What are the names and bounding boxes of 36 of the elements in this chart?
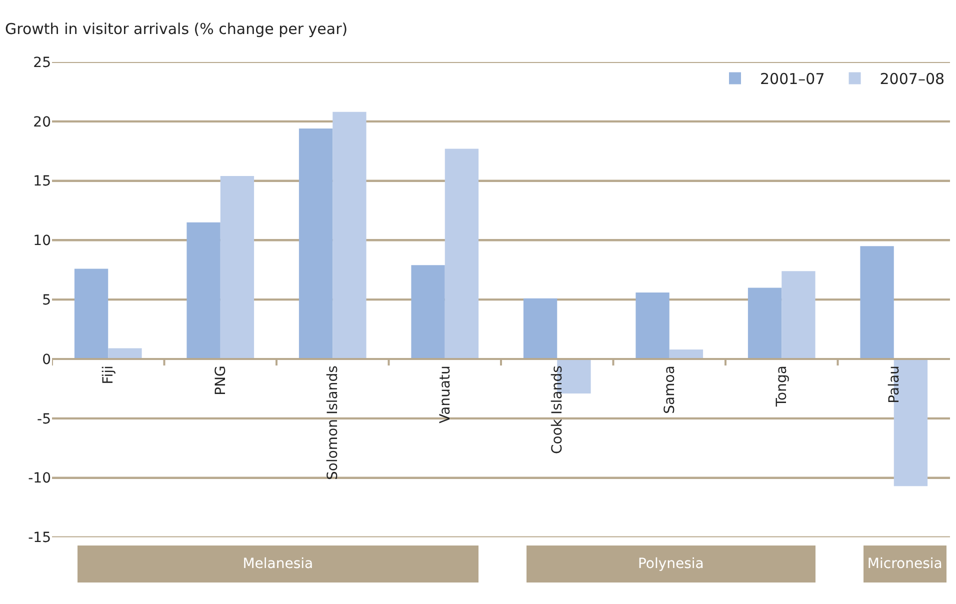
y-axis-title: Growth in visitor arrivals (% change per year) <box>5 20 348 38</box>
y-tick-label: 25 <box>33 54 51 71</box>
x-tick-label: Samoa <box>662 366 678 414</box>
bar <box>748 288 782 359</box>
y-tick-label: 15 <box>33 174 51 190</box>
bar <box>332 112 366 359</box>
y-tick-label: -5 <box>37 411 51 428</box>
x-tick-label: Vanuatu <box>437 366 454 424</box>
bar <box>108 348 142 359</box>
bar <box>74 268 108 359</box>
bar <box>860 246 894 359</box>
bar <box>782 271 816 359</box>
x-tick-label: Solomon Islands <box>325 366 342 480</box>
x-tick-label: Tonga <box>774 366 790 408</box>
bar <box>298 128 333 359</box>
y-tick-label: 5 <box>42 292 51 308</box>
x-tick-label: Fiji <box>100 366 117 384</box>
bar <box>220 176 254 359</box>
y-tick-label: 10 <box>33 233 51 250</box>
x-tick-label: Cook Islands <box>550 366 566 454</box>
y-tick-label: 0 <box>42 352 51 368</box>
bar <box>523 298 558 359</box>
x-tick-label: Palau <box>886 366 902 404</box>
bar <box>186 222 220 359</box>
picture-region-strip: Melanesia <box>78 546 478 582</box>
y-tick-label: -15 <box>28 530 51 546</box>
picture-region-strip: Micronesia <box>864 546 946 582</box>
bar <box>636 292 670 359</box>
legend-label: 2007–08 <box>880 70 945 88</box>
picture-region-strip: Polynesia <box>526 546 816 582</box>
legend-label: 2001–07 <box>760 70 825 88</box>
bar <box>411 265 445 359</box>
x-tick-label: PNG <box>212 366 229 396</box>
y-tick-label: -10 <box>28 470 51 487</box>
y-tick-label: 20 <box>33 114 51 130</box>
bar <box>444 148 479 359</box>
